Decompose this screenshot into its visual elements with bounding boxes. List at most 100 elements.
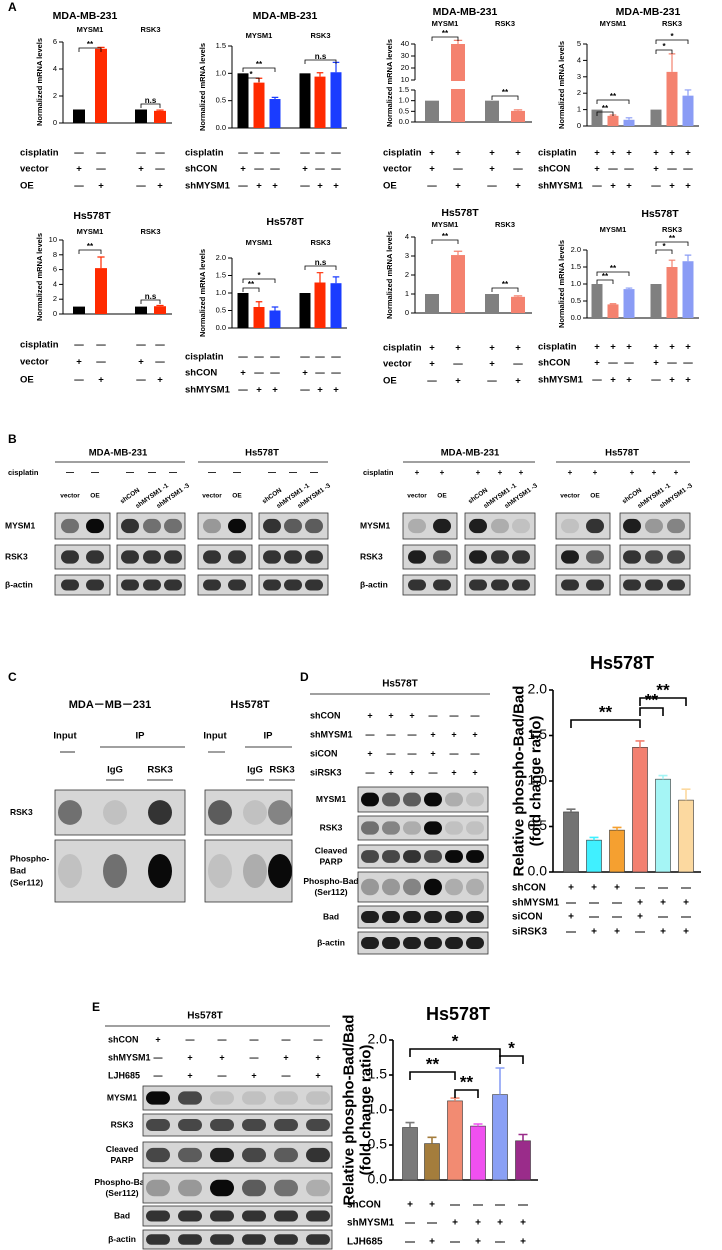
significance-label: *: [257, 271, 261, 280]
significance-label: *: [249, 70, 253, 79]
blot-band: [424, 878, 442, 896]
condition-mark: —: [612, 912, 622, 923]
blot-band: [164, 579, 182, 591]
condition-mark: —: [155, 340, 165, 351]
error-bar: [271, 306, 279, 311]
condition-mark: —: [658, 883, 668, 894]
condition-mark: +: [430, 729, 435, 739]
blot-band: [306, 1234, 330, 1245]
y-axis-label: Relative phospho-Bad/Bad: [510, 686, 527, 877]
y-axis-label: Normalized mRNA levels: [35, 38, 44, 126]
condition-label: shCON: [185, 164, 217, 175]
blot-band: [58, 853, 82, 889]
blot-frame: [142, 1205, 333, 1227]
condition-mark: —: [270, 148, 280, 159]
blot-band: [408, 550, 426, 564]
blot-band: [268, 800, 292, 825]
y-axis-label: Normalized mRNA levels: [557, 41, 566, 129]
significance-bracket: [78, 47, 102, 52]
blot-band: [424, 910, 442, 924]
row-label: β-actin: [360, 579, 388, 589]
significance-label: **: [502, 88, 509, 97]
blot-band: [263, 579, 281, 591]
condition-mark: +: [660, 927, 666, 938]
y-tick-label: 2.0: [216, 253, 226, 262]
bar: [666, 71, 678, 126]
condition-mark: —: [473, 1200, 483, 1211]
row-label: RSK3: [320, 822, 343, 832]
y-tick-label: 4: [53, 279, 57, 288]
condition-mark: —: [450, 710, 459, 720]
significance-label: n.s: [145, 96, 157, 105]
blot-band: [228, 579, 246, 591]
y-tick-label: 0.5: [399, 106, 409, 115]
treatment-mark: +: [519, 468, 524, 477]
condition-mark: +: [489, 148, 495, 159]
y-tick-label: 1.0: [216, 68, 226, 77]
condition-mark: —: [282, 1034, 291, 1044]
condition-mark: —: [300, 181, 310, 192]
bar: [330, 72, 342, 128]
condition-mark: +: [626, 342, 632, 353]
error-bar: [316, 72, 324, 77]
condition-mark: —: [387, 748, 396, 758]
blot-frame: [142, 1229, 333, 1250]
condition-mark: +: [475, 1237, 481, 1248]
condition-label: cisplatin: [185, 352, 224, 363]
blot-band: [305, 579, 323, 591]
blot-band: [242, 1147, 266, 1163]
y-axis-label: Relative phospho-Bad/Bad: [340, 1015, 357, 1206]
y-tick-label: 0: [53, 118, 57, 127]
condition-label: shMYSM1: [347, 1218, 395, 1229]
significance-label: **: [248, 280, 255, 289]
blot-band: [164, 550, 182, 564]
blot-band: [103, 800, 127, 825]
condition-mark: —: [314, 1034, 323, 1044]
blot-band: [361, 792, 379, 807]
condition-mark: +: [683, 898, 689, 909]
condition-mark: +: [256, 181, 262, 192]
blot-band: [178, 1179, 202, 1197]
y-tick-label: 0.5: [571, 296, 581, 305]
chart-title: Hs578T: [441, 207, 479, 219]
condition-mark: —: [487, 376, 497, 387]
row-label: MYSM1: [316, 794, 347, 804]
blot-band: [210, 1210, 234, 1222]
condition-label: LJH685: [347, 1237, 383, 1248]
blot-band: [403, 878, 421, 896]
y-tick-label: 2.0: [571, 245, 581, 254]
condition-mark: —: [315, 148, 325, 159]
condition-mark: +: [240, 368, 246, 379]
y-tick-label: 1.5: [216, 41, 226, 50]
significance-bracket: [655, 249, 673, 254]
condition-label: vector: [383, 164, 412, 175]
panel-label: C: [8, 670, 17, 684]
condition-mark: +: [489, 164, 495, 175]
bar: [73, 109, 85, 123]
significance-bracket: [596, 279, 614, 284]
error-bar: [668, 259, 676, 267]
blot-band: [263, 518, 281, 534]
blot-band: [433, 579, 451, 591]
y-axis-label: Normalized mRNA levels: [198, 249, 207, 337]
condition-mark: +: [653, 342, 659, 353]
y-tick-label: 4: [53, 64, 57, 73]
y-axis-label: Normalized mRNA levels: [198, 43, 207, 131]
condition-mark: +: [302, 164, 308, 175]
condition-mark: —: [331, 164, 341, 175]
y-tick-label: 2: [577, 88, 581, 97]
bar: [154, 110, 166, 123]
blot-band: [143, 579, 161, 591]
condition-mark: +: [451, 767, 456, 777]
condition-label: shMYSM1: [512, 898, 560, 909]
condition-mark: —: [450, 1237, 460, 1248]
condition-label: siRSK3: [512, 927, 547, 938]
y-tick-label: 6: [53, 37, 57, 46]
condition-mark: —: [608, 164, 618, 175]
blot-band: [586, 579, 604, 591]
condition-mark: +: [669, 375, 675, 386]
error-bar: [612, 826, 622, 831]
blot-band: [210, 1147, 234, 1163]
condition-mark: +: [430, 748, 435, 758]
significance-label: **: [87, 40, 94, 49]
